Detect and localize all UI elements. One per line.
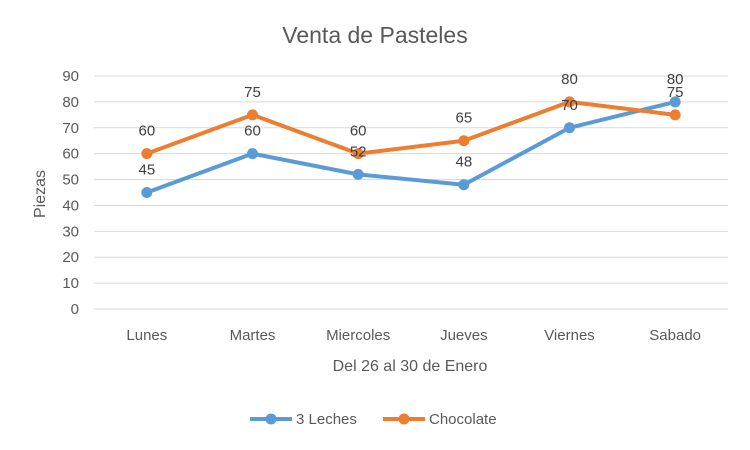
y-tick-label: 40 xyxy=(62,197,79,214)
x-tick-label: Lunes xyxy=(126,327,167,344)
data-label: 60 xyxy=(350,123,367,140)
legend-item: Chocolate xyxy=(383,411,497,428)
data-label: 75 xyxy=(667,84,684,101)
x-tick-label: Viernes xyxy=(544,327,595,344)
data-label: 70 xyxy=(561,97,578,114)
data-point xyxy=(458,179,470,191)
data-label: 60 xyxy=(138,123,155,140)
data-label: 80 xyxy=(561,71,578,88)
series-line xyxy=(144,99,678,156)
data-label: 60 xyxy=(244,123,261,140)
y-tick-label: 30 xyxy=(62,223,79,240)
x-axis-ticks: Lunes Martes Miercoles Jueves Viernes Sabado xyxy=(126,327,701,344)
data-label: 80 xyxy=(667,71,684,88)
y-tick-label: 60 xyxy=(62,146,79,163)
y-tick-label: 20 xyxy=(62,249,79,266)
y-tick-label: 90 xyxy=(62,68,79,85)
legend-item: 3 Leches xyxy=(250,411,357,428)
legend-label: 3 Leches xyxy=(296,411,357,428)
chart-title: Venta de Pasteles xyxy=(282,22,467,48)
data-label: 65 xyxy=(455,110,472,127)
y-axis-ticks: 0 10 20 30 40 50 60 70 80 90 xyxy=(62,68,79,318)
x-tick-label: Miercoles xyxy=(326,327,390,344)
legend-swatch-marker xyxy=(265,413,277,425)
x-tick-label: Jueves xyxy=(440,327,488,344)
data-label: 45 xyxy=(138,162,155,179)
series-lines xyxy=(141,96,681,198)
x-axis-label: Del 26 al 30 de Enero xyxy=(333,358,488,375)
y-tick-label: 70 xyxy=(62,120,79,137)
data-point xyxy=(564,122,575,134)
data-point xyxy=(669,96,681,108)
y-axis-label: Piezas xyxy=(32,170,49,218)
legend-swatch-marker xyxy=(398,413,410,425)
data-label: 75 xyxy=(244,84,261,101)
data-point xyxy=(247,109,258,121)
data-point xyxy=(247,148,258,160)
data-label: 48 xyxy=(455,154,472,171)
data-point xyxy=(458,135,470,147)
legend-label: Chocolate xyxy=(429,411,497,428)
y-tick-label: 50 xyxy=(62,172,79,189)
y-tick-label: 10 xyxy=(62,275,79,292)
legend: 3 Leches Chocolate xyxy=(250,411,497,428)
data-point xyxy=(141,148,153,160)
data-point xyxy=(141,187,153,198)
y-tick-label: 0 xyxy=(71,301,79,318)
series-line xyxy=(144,99,678,195)
data-point xyxy=(564,96,575,108)
x-tick-label: Sabado xyxy=(649,327,701,344)
y-tick-label: 80 xyxy=(62,94,79,111)
data-point xyxy=(352,148,364,160)
data-point xyxy=(352,168,364,180)
data-label: 52 xyxy=(350,143,367,160)
data-point xyxy=(669,109,681,121)
x-tick-label: Martes xyxy=(230,327,276,344)
